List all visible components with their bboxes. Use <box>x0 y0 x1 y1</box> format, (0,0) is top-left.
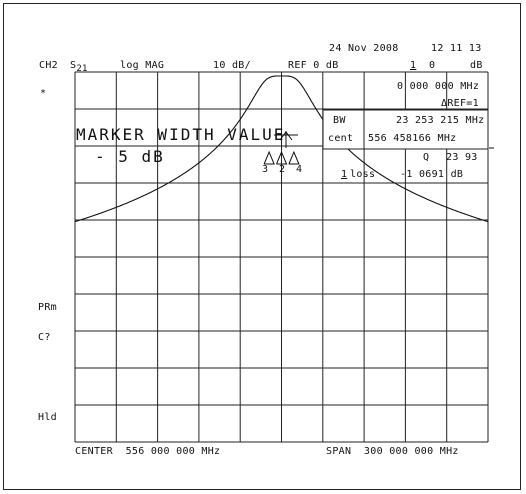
center-freq: CENTER 556 000 000 MHz <box>75 446 221 457</box>
bw-value: 23 253 215 MHz <box>396 115 485 126</box>
unit-db: dB <box>470 60 483 71</box>
marker-label-4: 4 <box>296 164 303 175</box>
prm-annotation: PRm <box>38 302 57 313</box>
active-marker-number: 1 <box>410 60 417 71</box>
marker-4-triangle <box>288 150 300 165</box>
channel-label: CH2 <box>39 60 58 71</box>
marker-label-3: 3 <box>262 164 269 175</box>
marker-label-2: 2 <box>279 164 286 175</box>
time-stamp: 12 11 13 <box>431 43 482 54</box>
loss-marker-number: 1 <box>341 169 348 180</box>
s21-trace <box>74 75 489 223</box>
format-label: log MAG <box>120 60 165 71</box>
q-value: 23 93 <box>446 152 478 163</box>
span-freq: SPAN 300 000 000 MHz <box>326 446 459 457</box>
instrument-frame <box>3 3 521 490</box>
q-label: Q <box>423 152 430 163</box>
cent-label: cent <box>328 133 354 144</box>
loss-value: -1 0691 dB <box>400 169 464 180</box>
cent-value: 556 458166 MHz <box>368 133 457 144</box>
c2-annotation: C? <box>38 332 51 343</box>
overlay-title: MARKER WIDTH VALUE <box>76 125 286 144</box>
scale-label: 10 dB/ <box>213 60 251 71</box>
marker-2-triangle <box>276 150 288 165</box>
star-annotation: * <box>40 88 47 99</box>
bw-label: BW <box>333 115 346 126</box>
marker-freq: 0 000 000 MHz <box>397 81 480 92</box>
active-marker-value: 0 <box>429 60 436 71</box>
date-stamp: 24 Nov 2008 <box>329 43 399 54</box>
delta-ref-label: ΔREF=1 <box>441 98 479 109</box>
overlay-subtitle: - 5 dB <box>95 147 165 166</box>
param-label: S21 <box>70 60 88 74</box>
marker-3-triangle <box>263 150 275 165</box>
ref-label: REF 0 dB <box>288 60 339 71</box>
loss-label: loss <box>350 169 376 180</box>
bw-readout-box <box>322 109 489 150</box>
hld-annotation: Hld <box>38 412 57 423</box>
